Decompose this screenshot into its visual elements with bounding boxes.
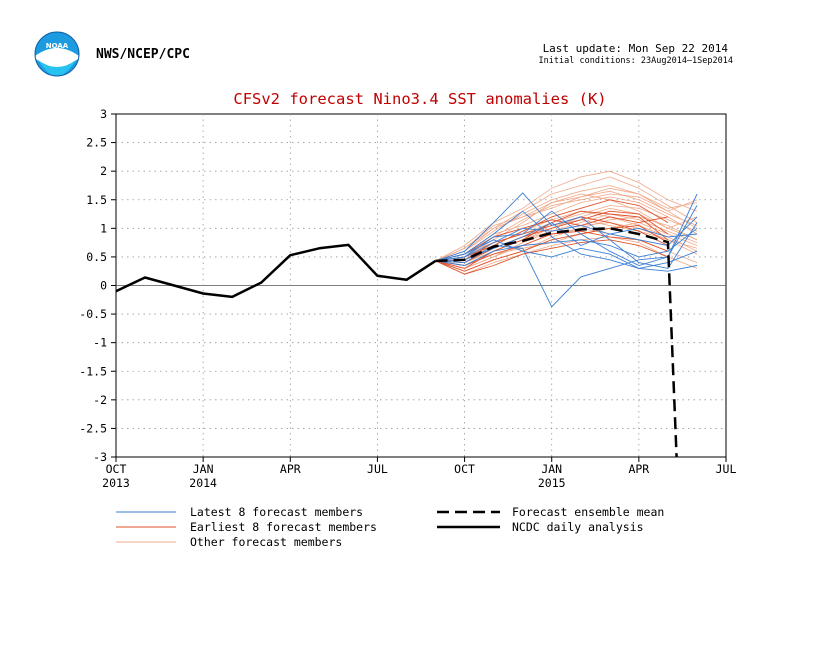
y-tick-label: 0.5 <box>86 250 107 264</box>
x-tick-label: JUL <box>367 462 388 476</box>
initial-conditions: Initial conditions: 23Aug2014–1Sep2014 <box>539 56 733 66</box>
agency-label: NWS/NCEP/CPC <box>96 47 190 62</box>
latest-member-line <box>435 210 698 272</box>
chart-title: CFSv2 forecast Nino3.4 SST anomalies (K) <box>233 90 606 108</box>
x-tick-label: JUL <box>716 462 737 476</box>
ensemble-mean-line <box>435 227 678 458</box>
x-tick-label: OCT <box>454 462 475 476</box>
logo-text: NOAA <box>46 42 69 50</box>
y-tick-label: 3 <box>100 107 107 121</box>
x-tick-label: APR <box>280 462 301 476</box>
other-member-line <box>435 185 698 262</box>
y-tick-label: 1.5 <box>86 193 107 207</box>
other-member-line <box>435 176 698 262</box>
earliest-member-line <box>435 230 669 266</box>
other-member-line <box>435 170 698 262</box>
legend-label-earliest: Earliest 8 forecast members <box>190 520 377 534</box>
y-tick-label: -2 <box>93 393 107 407</box>
legend-label-other: Other forecast members <box>190 535 342 549</box>
last-update: Last update: Mon Sep 22 2014 <box>543 42 729 55</box>
other-member-line <box>435 213 698 269</box>
legend-label-latest: Latest 8 forecast members <box>190 505 363 519</box>
y-tick-label: -3 <box>93 450 107 464</box>
latest-member-line <box>435 239 698 269</box>
earliest-member-line <box>435 210 669 264</box>
x-tick-year-label: 2013 <box>102 476 130 490</box>
y-tick-label: 2 <box>100 164 107 178</box>
earliest-member-line <box>435 239 669 275</box>
x-tick-label: APR <box>628 462 649 476</box>
y-tick-label: 0 <box>100 279 107 293</box>
x-tick-year-label: 2015 <box>538 476 566 490</box>
x-tick-label: JAN <box>541 462 562 476</box>
earliest-member-line <box>435 225 669 272</box>
other-member-line <box>435 190 698 262</box>
earliest-member-line <box>435 216 668 262</box>
x-tick-year-label: 2014 <box>189 476 217 490</box>
legend-label-mean: Forecast ensemble mean <box>512 505 664 519</box>
y-tick-label: 1 <box>100 221 107 235</box>
earliest-member-line <box>435 199 669 262</box>
legend-label-analysis: NCDC daily analysis <box>512 520 644 534</box>
other-member-line <box>435 236 698 275</box>
y-tick-label: -0.5 <box>79 307 107 321</box>
y-tick-label: -2.5 <box>79 421 107 435</box>
y-tick-label: 2.5 <box>86 136 107 150</box>
y-tick-label: -1 <box>93 336 107 350</box>
x-tick-label: JAN <box>193 462 214 476</box>
x-tick-label: OCT <box>106 462 127 476</box>
plot-area: 32.521.510.50-0.5-1-1.5-2-2.5-3OCT2013JA… <box>79 107 736 490</box>
latest-member-line <box>435 216 698 262</box>
noaa-logo: NOAA <box>34 31 80 77</box>
y-tick-label: -1.5 <box>79 364 107 378</box>
latest-member-line <box>435 227 698 266</box>
analysis-line <box>115 243 437 299</box>
